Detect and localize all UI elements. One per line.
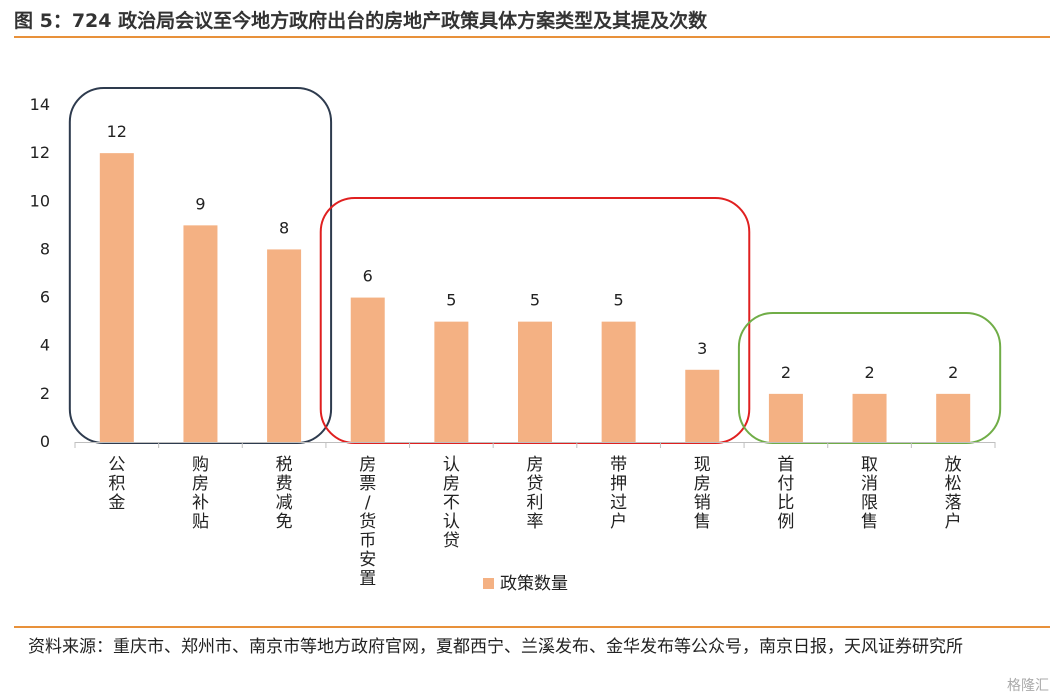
y-tick-label: 10 xyxy=(30,191,50,210)
data-label: 2 xyxy=(864,363,874,382)
y-tick-label: 12 xyxy=(30,143,50,162)
legend-swatch xyxy=(483,578,494,589)
figure-title: 图 5：724 政治局会议至今地方政府出台的房地产政策具体方案类型及其提及次数 xyxy=(14,10,708,32)
y-tick-label: 2 xyxy=(40,384,50,403)
data-label: 5 xyxy=(446,291,456,310)
source-rule xyxy=(14,626,1050,628)
data-label: 3 xyxy=(697,339,707,358)
legend: 政策数量 xyxy=(483,574,568,594)
bar xyxy=(350,297,385,442)
data-label: 5 xyxy=(530,291,540,310)
x-category-label: 放松落户 xyxy=(945,455,962,532)
y-tick-label: 0 xyxy=(40,432,50,451)
y-tick-label: 8 xyxy=(40,239,50,258)
bars xyxy=(99,153,971,442)
data-labels: 12 9 8 6 5 5 5 3 2 2 2 xyxy=(107,122,959,382)
data-label: 6 xyxy=(363,267,373,286)
data-label: 2 xyxy=(948,363,958,382)
bar-chart: 0 2 4 6 8 10 12 14 12 9 8 6 5 5 5 3 2 2 2 公积金 购房补贴 税费减免 房票/货… xyxy=(30,87,1002,594)
bar xyxy=(99,153,134,442)
bar xyxy=(434,321,469,442)
data-label: 12 xyxy=(107,122,127,141)
y-tick-label: 4 xyxy=(40,336,50,355)
bar xyxy=(183,225,218,442)
data-label: 2 xyxy=(781,363,791,382)
x-axis: 公积金 购房补贴 税费减免 房票/货币安置 认房不认贷 房贷利率 带押过户 现房销售 首付比例 取… xyxy=(74,442,996,589)
bar xyxy=(267,249,302,442)
x-category-label: 购房补贴 xyxy=(192,455,209,532)
x-category-label: 房票/货币安置 xyxy=(359,455,376,589)
bar xyxy=(601,321,636,442)
x-category-label: 取消限售 xyxy=(861,455,878,532)
legend-label: 政策数量 xyxy=(500,574,568,594)
x-category-label: 首付比例 xyxy=(777,455,794,532)
y-tick-label: 6 xyxy=(40,288,50,307)
bar xyxy=(685,369,720,442)
source-note: 资料来源：重庆市、郑州市、南京市等地方政府官网，夏都西宁、兰溪发布、金华发布等公… xyxy=(28,637,963,657)
y-tick-label: 14 xyxy=(30,95,50,114)
x-category-label: 公积金 xyxy=(108,455,125,513)
data-label: 9 xyxy=(195,194,205,213)
x-category-label: 房贷利率 xyxy=(527,455,544,532)
x-category-label: 带押过户 xyxy=(610,455,627,532)
bar xyxy=(936,393,971,442)
x-category-label: 认房不认贷 xyxy=(443,455,460,551)
y-axis: 0 2 4 6 8 10 12 14 xyxy=(30,95,50,451)
bar xyxy=(768,393,803,442)
x-category-label: 现房销售 xyxy=(694,455,711,532)
title-rule xyxy=(14,36,1050,38)
x-category-label: 税费减免 xyxy=(276,455,293,532)
data-label: 8 xyxy=(279,218,289,237)
watermark-logo: 格隆汇 xyxy=(1007,678,1049,694)
data-label: 5 xyxy=(614,291,624,310)
bar xyxy=(852,393,887,442)
bar xyxy=(518,321,552,442)
